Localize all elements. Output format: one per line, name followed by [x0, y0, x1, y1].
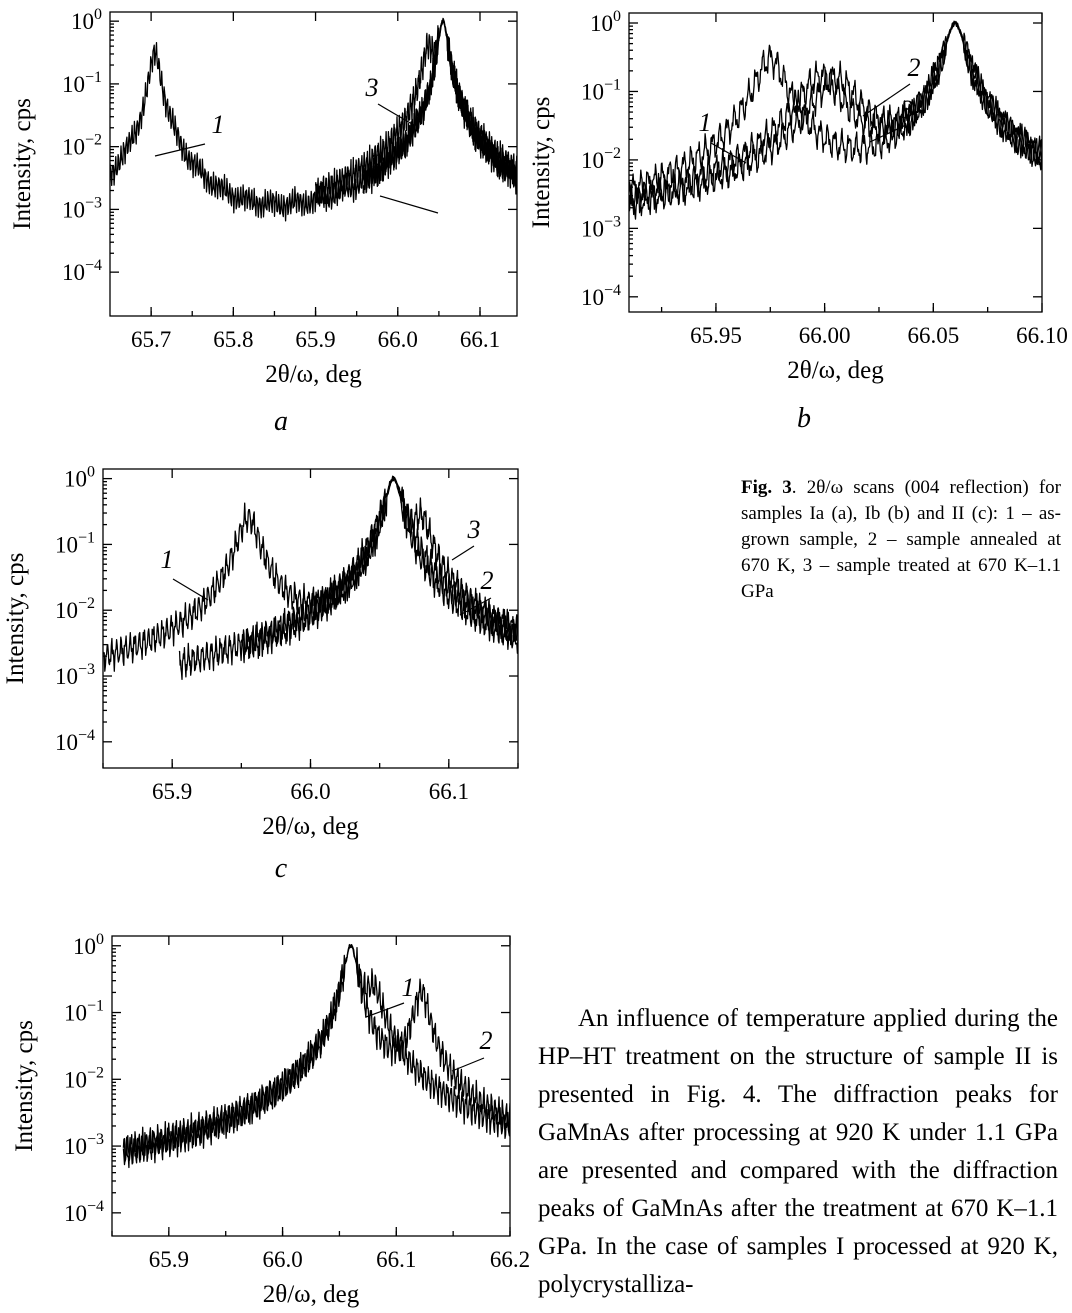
y-tick-label: 10−1 — [581, 76, 621, 104]
x-tick-label: 65.7 — [131, 327, 171, 352]
x-tick-label: 66.0 — [262, 1247, 302, 1272]
x-tick-label: 66.0 — [290, 779, 330, 804]
y-axis-label: Intensity, cps — [11, 1020, 38, 1152]
curve-label-arrow — [869, 124, 907, 143]
y-tick-label: 10−3 — [62, 194, 102, 222]
curve-label-3: 3 — [467, 515, 481, 544]
curve-label-2: 2 — [481, 566, 494, 595]
series-line-1 — [110, 19, 517, 222]
curve-label-arrow — [379, 195, 439, 214]
y-axis-label: Intensity, cps — [528, 97, 555, 229]
series-group — [110, 17, 517, 222]
y-tick-label: 10−3 — [64, 1131, 104, 1159]
series-line-2 — [362, 19, 517, 195]
series-line-1 — [103, 477, 518, 672]
plot-frame — [628, 12, 1043, 313]
x-axis-label: 2θ/ω, deg — [262, 813, 359, 840]
curve-label-2: 2 — [480, 1026, 493, 1055]
y-tick-label: 100 — [71, 6, 102, 34]
panel-label: c — [275, 853, 288, 884]
curve-label-arrow — [459, 597, 492, 616]
figure-caption-label: Fig. 3 — [741, 477, 792, 498]
x-axis-label: 2θ/ω, deg — [265, 361, 362, 388]
x-tick-label: 66.0 — [378, 327, 418, 352]
x-tick-label: 65.9 — [295, 327, 335, 352]
series-line-3 — [629, 21, 1042, 216]
chart-panel-b: 65.95 66.00 66.05 66.10 10−4 10−3 10−2 10−1 100 2… — [528, 8, 1068, 434]
x-tick-label: 65.9 — [152, 779, 192, 804]
series-line-3 — [314, 17, 517, 207]
series-line-2 — [178, 476, 518, 680]
x-axis-label: 2θ/ω, deg — [263, 1281, 360, 1308]
series-line-2 — [122, 943, 510, 1169]
x-tick-label: 65.9 — [149, 1247, 189, 1272]
figure-caption: Fig. 3. 2θ/ω scans (004 reflection) for … — [741, 475, 1061, 605]
plot-frame — [111, 935, 511, 1237]
curve-label-1: 1 — [699, 108, 712, 137]
series-group — [103, 475, 518, 680]
y-tick-label: 10−2 — [581, 145, 621, 173]
curve-label-1: 1 — [212, 110, 225, 139]
y-tick-label: 10−3 — [55, 661, 95, 689]
curve-label-arrow — [365, 1002, 405, 1018]
curve-label-1: 1 — [402, 973, 415, 1002]
y-tick-label: 10−2 — [55, 595, 95, 623]
curve-label-arrow — [377, 103, 413, 125]
curve-label-arrow — [862, 83, 911, 117]
y-tick-label: 10−4 — [64, 1198, 104, 1226]
y-tick-label: 10−1 — [55, 529, 95, 557]
y-tick-label: 10−1 — [64, 998, 104, 1026]
curve-label-3: 3 — [900, 95, 914, 124]
x-tick-label: 66.00 — [799, 323, 851, 348]
y-tick-label: 10−4 — [581, 282, 621, 310]
series-group — [629, 20, 1042, 220]
panel-label: b — [797, 403, 811, 434]
panel-label: a — [274, 406, 288, 437]
chart-panel-c: 65.9 66.0 66.1 10−4 10−3 10−2 10−1 100 2θ/ω, deg… — [2, 464, 519, 884]
y-tick-label: 10−1 — [62, 69, 102, 97]
series-line-2 — [629, 20, 1042, 220]
y-tick-label: 10−2 — [64, 1064, 104, 1092]
chart-panel-fig4: 65.9 66.0 66.1 66.2 10−4 10−3 10−2 10−1 100 2θ/ω,… — [11, 931, 530, 1308]
y-axis-label: Intensity, cps — [2, 553, 29, 685]
x-tick-label: 65.8 — [213, 327, 253, 352]
x-axis-label: 2θ/ω, deg — [787, 357, 884, 384]
series-line-1 — [629, 21, 1042, 205]
body-text: An influence of temperature applied duri… — [538, 1000, 1058, 1304]
curve-label-1: 1 — [161, 545, 174, 574]
x-tick-label: 66.05 — [907, 323, 959, 348]
chart-panel-a: 65.7 65.8 65.9 66.0 66.1 10−4 10−3 10−2 10−1 100 2… — [9, 6, 518, 437]
curve-label-2: 2 — [370, 149, 383, 178]
x-tick-label: 66.1 — [376, 1247, 416, 1272]
y-axis-label: Intensity, cps — [9, 98, 36, 230]
plot-frame — [109, 11, 518, 317]
y-tick-label: 10−4 — [62, 257, 102, 285]
curve-label-arrow — [451, 545, 475, 561]
y-tick-label: 10−4 — [55, 727, 95, 755]
y-tick-label: 100 — [73, 931, 104, 959]
body-paragraph: An influence of temperature applied duri… — [538, 1005, 1058, 1298]
curve-label-arrow — [451, 1057, 485, 1072]
series-group — [122, 943, 510, 1169]
curve-label-arrow — [172, 578, 209, 601]
x-tick-label: 66.1 — [460, 327, 500, 352]
curve-label-arrow — [710, 142, 747, 164]
x-tick-label: 66.2 — [490, 1247, 530, 1272]
y-tick-label: 100 — [64, 464, 95, 492]
figure-caption-text: . 2θ/ω scans (004 reflection) for sample… — [741, 477, 1061, 602]
x-tick-label: 65.95 — [690, 323, 742, 348]
curve-label-2: 2 — [908, 53, 921, 82]
x-tick-label: 66.10 — [1016, 323, 1068, 348]
series-line-3 — [240, 475, 518, 664]
curve-label-arrow — [154, 143, 206, 157]
y-tick-label: 10−3 — [581, 213, 621, 241]
y-tick-label: 100 — [590, 8, 621, 36]
x-tick-label: 66.1 — [429, 779, 469, 804]
curve-label-3: 3 — [365, 73, 379, 102]
y-tick-label: 10−2 — [62, 132, 102, 160]
